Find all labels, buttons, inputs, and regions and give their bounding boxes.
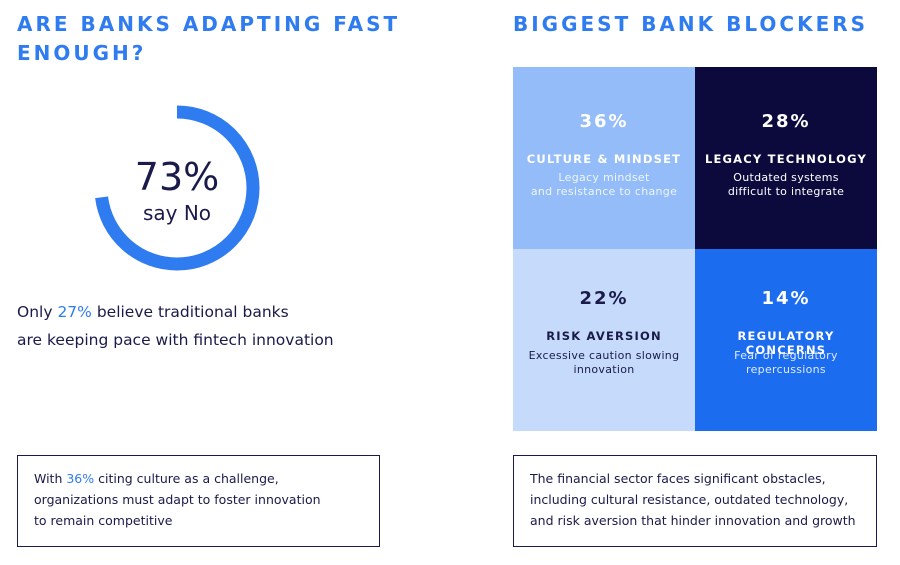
stat-prefix: Only xyxy=(17,303,58,321)
right-callout: The financial sector faces significant o… xyxy=(513,455,877,547)
donut-chart xyxy=(94,105,260,271)
blocker-description: Excessive caution slowing innovation xyxy=(528,349,680,376)
blocker-description: Fear of regulatory repercussions xyxy=(734,349,838,376)
stat-line2: are keeping pace with fintech innovation xyxy=(17,331,334,349)
blocker-title: LEGACY TECHNOLOGY xyxy=(704,152,868,166)
blocker-title: REGULATORY CONCERNS xyxy=(737,329,835,357)
blocker-percent: 22% xyxy=(579,288,629,309)
blockers-grid: 36% CULTURE & MINDSET Legacy mindset and … xyxy=(513,67,877,431)
right-heading: BIGGEST BANK BLOCKERS xyxy=(513,12,869,36)
blocker-title: RISK AVERSION xyxy=(546,329,662,343)
callout-highlight: 36% xyxy=(66,471,95,486)
blocker-cell-risk: 22% RISK AVERSION Excessive caution slow… xyxy=(513,249,695,431)
stat-highlight: 27% xyxy=(57,303,92,321)
donut-percent: 73% xyxy=(134,155,220,199)
blocker-title: CULTURE & MINDSET xyxy=(526,152,682,166)
blocker-percent: 28% xyxy=(761,111,811,132)
stat-text: Only 27% believe traditional banks are k… xyxy=(17,298,437,354)
left-callout: With 36% citing culture as a challenge, … xyxy=(17,455,380,547)
left-heading: ARE BANKS ADAPTING FAST ENOUGH? xyxy=(17,12,401,65)
blocker-percent: 36% xyxy=(579,111,629,132)
blocker-description: Legacy mindset and resistance to change xyxy=(530,171,678,198)
stat-line1-rest: believe traditional banks xyxy=(91,303,289,321)
blocker-cell-legacy: 28% LEGACY TECHNOLOGY Outdated systems di… xyxy=(695,67,877,249)
blocker-percent: 14% xyxy=(761,288,811,309)
donut-arc xyxy=(94,105,260,271)
donut-sublabel: say No xyxy=(142,201,212,225)
blocker-cell-regulatory: 14% REGULATORY CONCERNS Fear of regulato… xyxy=(695,249,877,431)
blocker-cell-culture: 36% CULTURE & MINDSET Legacy mindset and … xyxy=(513,67,695,249)
blocker-description: Outdated systems difficult to integrate xyxy=(727,171,845,198)
